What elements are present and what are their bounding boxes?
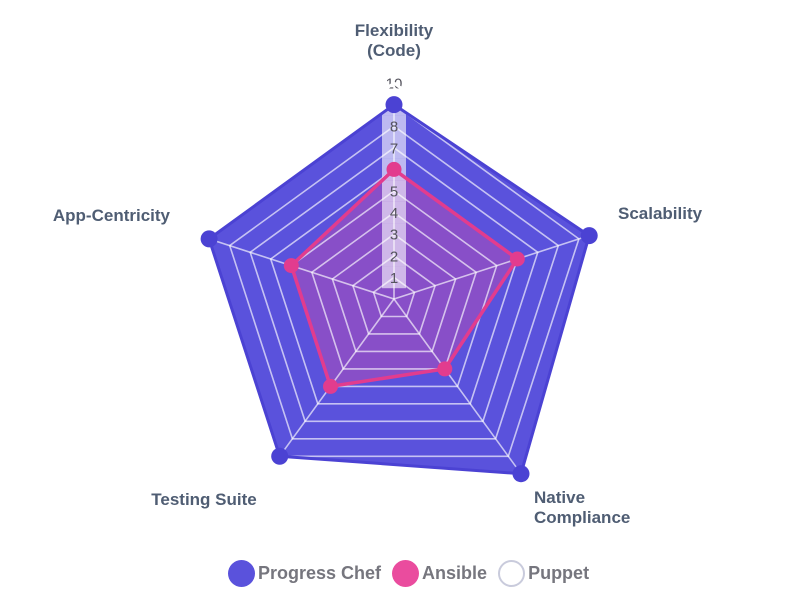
point-ansible-native-compliance[interactable] [437, 361, 453, 377]
axis-label-native-compliance: Native Compliance [534, 488, 631, 527]
series-puppet-line[interactable] [186, 81, 602, 476]
grid-ring-5 [290, 190, 498, 388]
tick-label-1: 1 [390, 270, 398, 287]
axis-label-testing-suite: Testing Suite [151, 490, 257, 509]
axis-label-app-centricity: App-Centricity [52, 206, 170, 225]
tick-label-8: 8 [390, 119, 398, 136]
series-progress-chef-line[interactable] [207, 103, 591, 476]
legend-label-puppet: Puppet [528, 563, 590, 583]
tick-box-5 [382, 180, 406, 202]
tick-label-3: 3 [390, 227, 398, 244]
legend-swatch-puppet [498, 560, 526, 587]
tick-label-5: 5 [390, 184, 398, 201]
grid-ring-7 [249, 146, 539, 423]
series-progress-chef-area [209, 104, 590, 474]
grid-ring-4 [310, 211, 478, 370]
legend-item-puppet[interactable]: Puppet [498, 560, 589, 587]
point-progress-chef-flexibility[interactable] [385, 96, 403, 114]
legend-item-progress-chef[interactable]: Progress Chef [228, 560, 381, 587]
legend-swatch-ansible [392, 560, 420, 587]
tick-box-1 [382, 266, 406, 289]
series-ansible-line[interactable] [289, 167, 520, 389]
grid-ring-3 [331, 233, 457, 353]
axis-label-scalability: Scalability [618, 204, 703, 223]
legend-swatch-progress-chef [228, 560, 255, 587]
grid-ring-1 [372, 276, 416, 318]
tick-box-4 [382, 201, 406, 224]
axis-spoke-native-compliance [393, 298, 522, 475]
tick-label-2: 2 [390, 248, 398, 265]
tick-box-7 [382, 137, 406, 159]
point-ansible-app-centricity[interactable] [283, 258, 299, 274]
point-ansible-scalability[interactable] [509, 251, 525, 267]
tick-box-3 [382, 223, 406, 245]
point-progress-chef-native-compliance[interactable] [512, 465, 530, 483]
point-ansible-flexibility[interactable] [386, 161, 402, 177]
legend-label-ansible: Ansible [422, 563, 488, 583]
axis-label-flexibility: Flexibility (Code) [354, 21, 434, 60]
legend-item-ansible[interactable]: Ansible [392, 560, 487, 587]
legend-label-progress-chef: Progress Chef [258, 563, 382, 583]
axis-spoke-scalability [393, 231, 600, 300]
point-progress-chef-app-centricity[interactable] [200, 230, 218, 248]
point-ansible-testing-suite[interactable] [323, 378, 338, 394]
grid-ring-2 [351, 254, 437, 335]
tick-box-8 [382, 115, 406, 137]
chart-legend: Progress Chef Ansible Puppet [228, 560, 589, 587]
point-progress-chef-testing-suite[interactable] [271, 447, 289, 465]
tick-label-4: 4 [390, 205, 398, 222]
tick-label-7: 7 [390, 140, 398, 157]
point-progress-chef-scalability[interactable] [580, 227, 598, 245]
grid-ring-8 [228, 125, 560, 440]
tick-box-2 [382, 245, 406, 267]
